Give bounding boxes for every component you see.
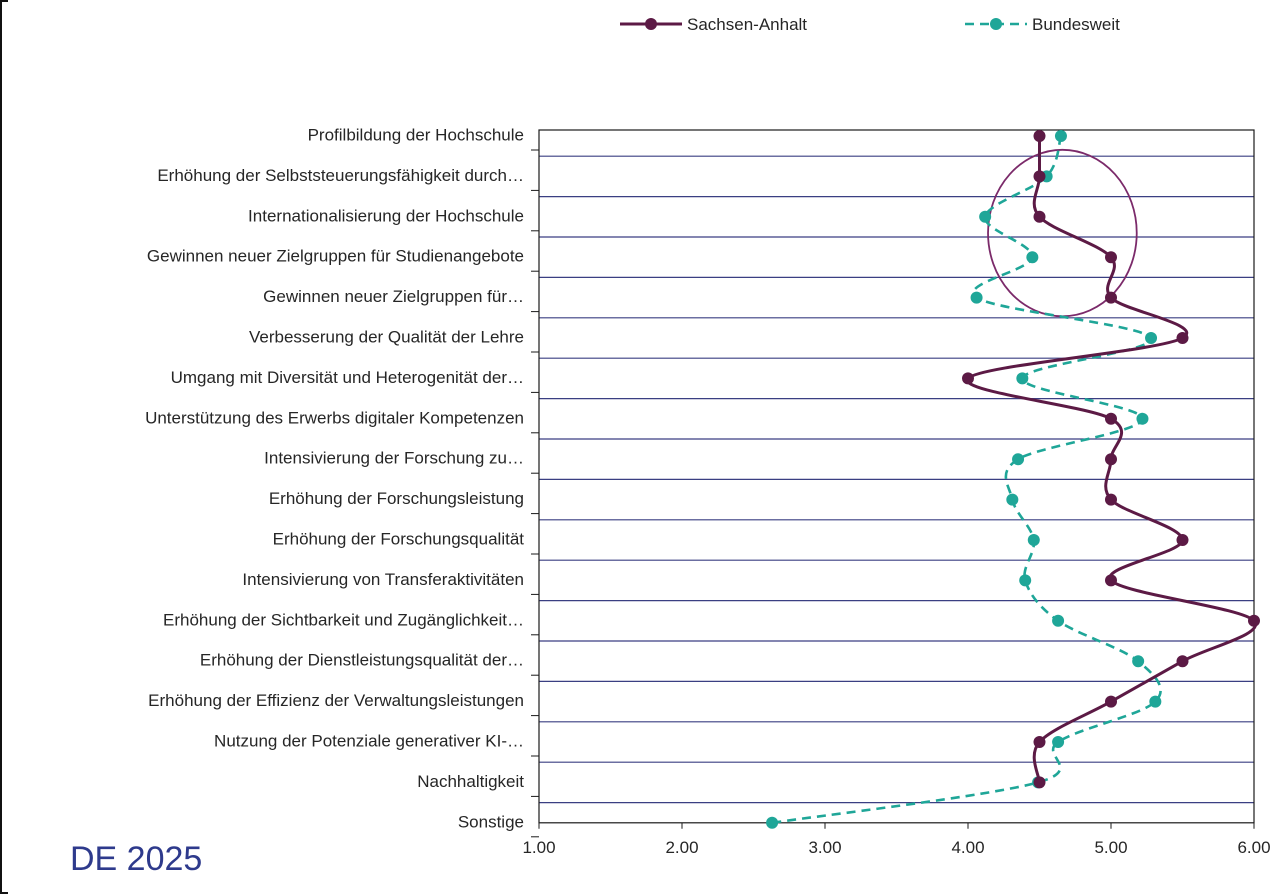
category-label: Unterstützung des Erwerbs digitaler Komp… (145, 408, 524, 427)
data-point-sachsen-anhalt (1105, 291, 1117, 304)
category-labels: Profilbildung der Hochschule Erhöhung der… (145, 125, 524, 831)
page-frame-tick-bottom (0, 892, 8, 894)
data-point-bundesweit (1149, 695, 1162, 708)
category-label: Gewinnen neuer Zielgruppen für Studienan… (147, 247, 524, 266)
x-tick-label: 2.00 (665, 838, 698, 857)
category-label: Sonstige (458, 812, 524, 831)
page-frame-line (0, 0, 2, 894)
data-point-sachsen-anhalt (1176, 655, 1189, 668)
data-point-sachsen-anhalt (1033, 170, 1046, 183)
data-point-bundesweit (1132, 655, 1145, 668)
data-point-bundesweit (1019, 574, 1032, 587)
data-point-bundesweit (1136, 412, 1149, 425)
data-point-sachsen-anhalt (1033, 736, 1046, 748)
data-point-sachsen-anhalt (1033, 210, 1046, 223)
category-label: Erhöhung der Forschungsqualität (273, 529, 525, 548)
category-label: Erhöhung der Effizienz der Verwaltungsle… (148, 691, 524, 710)
data-point-sachsen-anhalt (1176, 332, 1189, 344)
data-point-sachsen-anhalt (1105, 493, 1117, 506)
page-frame-tick-top (0, 0, 8, 2)
plot-frame (538, 129, 1255, 824)
data-point-sachsen-anhalt (1105, 412, 1117, 425)
legend-marker-bundesweit (990, 18, 1002, 30)
legend-marker-sachsen-anhalt (645, 18, 657, 30)
data-point-sachsen-anhalt (1176, 534, 1189, 546)
category-label: Intensivierung von Transferaktivitäten (242, 570, 524, 589)
data-point-bundesweit (979, 210, 992, 223)
data-point-sachsen-anhalt (1105, 251, 1117, 264)
category-label: Intensivierung der Forschung zu… (264, 449, 524, 468)
data-point-bundesweit (1006, 493, 1019, 506)
category-label: Gewinnen neuer Zielgruppen für… (263, 287, 524, 306)
category-label: Nachhaltigkeit (417, 772, 524, 791)
category-label: Nutzung der Potenziale generativer KI-… (214, 731, 524, 750)
data-point-sachsen-anhalt (1248, 614, 1260, 627)
gridlines (539, 155, 1254, 804)
category-label: Verbesserung der Qualität der Lehre (249, 327, 524, 346)
legend-label-bundesweit: Bundesweit (1032, 15, 1120, 34)
data-point-bundesweit (1052, 614, 1065, 627)
legend: Sachsen-Anhalt Bundesweit (620, 15, 1120, 34)
category-label: Erhöhung der Forschungsleistung (269, 489, 524, 508)
category-label: Erhöhung der Dienstleistungsqualität der… (200, 651, 524, 670)
x-tick-label: 4.00 (951, 838, 984, 857)
category-label: Profilbildung der Hochschule (308, 125, 524, 144)
data-point-sachsen-anhalt (1105, 453, 1117, 466)
data-point-sachsen-anhalt (1033, 130, 1046, 142)
data-point-bundesweit (1027, 534, 1040, 546)
x-tick-label: 6.00 (1237, 838, 1270, 857)
annotations (987, 148, 1138, 318)
category-label: Erhöhung der Sichtbarkeit und Zugänglich… (163, 610, 524, 629)
data-point-bundesweit (1026, 251, 1039, 264)
series (766, 130, 1260, 829)
data-point-bundesweit (1052, 736, 1065, 748)
data-point-bundesweit (970, 291, 983, 304)
x-tick-label: 3.00 (808, 838, 841, 857)
x-tick-label: 5.00 (1094, 838, 1127, 857)
data-point-sachsen-anhalt (1105, 574, 1117, 587)
x-tick-labels: 1.00 2.00 3.00 4.00 5.00 6.00 (522, 838, 1270, 857)
category-label: Erhöhung der Selbststeuerungsfähigkeit d… (157, 166, 524, 185)
data-point-bundesweit (1054, 130, 1067, 142)
data-point-sachsen-anhalt (1033, 776, 1046, 789)
data-point-bundesweit (1016, 372, 1029, 385)
data-point-sachsen-anhalt (962, 372, 974, 385)
data-point-sachsen-anhalt (1105, 695, 1117, 708)
data-point-bundesweit (1145, 332, 1158, 344)
year-stamp: DE 2025 (70, 840, 203, 878)
x-tick-label: 1.00 (522, 838, 555, 857)
category-label: Internationalisierung der Hochschule (248, 206, 524, 225)
highlight-ellipse (987, 148, 1138, 318)
data-point-bundesweit (1012, 453, 1025, 466)
category-label: Umgang mit Diversität und Heterogenität … (171, 368, 524, 387)
legend-label-sachsen-anhalt: Sachsen-Anhalt (687, 15, 807, 34)
axes (531, 129, 1255, 838)
data-point-bundesweit (766, 816, 779, 829)
